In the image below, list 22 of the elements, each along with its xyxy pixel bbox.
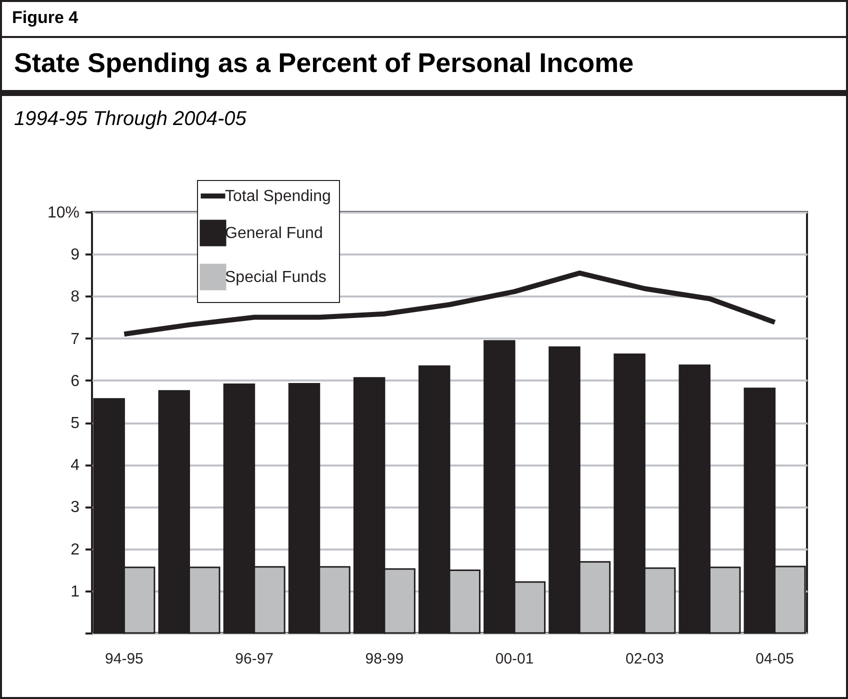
y-tick-label: 1 — [70, 583, 80, 600]
chart-title: State Spending as a Percent of Personal Income — [2, 36, 846, 96]
y-tick-label: 4 — [70, 457, 80, 474]
chart-subtitle: 1994-95 Through 2004-05 — [14, 108, 246, 131]
y-tick-label: 9 — [70, 246, 80, 264]
y-tick-label: 5 — [70, 415, 80, 432]
legend-label: Total Spending — [225, 188, 331, 205]
caption: Figure 4 — [12, 8, 78, 28]
y-tick-label: 8 — [70, 288, 80, 306]
y-tick-label: 2 — [70, 541, 80, 558]
x-tick-label: 94-95 — [105, 650, 144, 668]
x-tick-label: 02-03 — [625, 650, 664, 668]
y-tick-label: 3 — [70, 499, 80, 516]
x-tick-label: 98-99 — [365, 650, 404, 668]
legend-label: Special Funds — [225, 269, 326, 286]
x-tick-label: 04-05 — [756, 650, 794, 668]
y-tick-label: 7 — [70, 330, 80, 348]
y-tick-label: 6 — [70, 372, 80, 390]
x-tick-label: 00-01 — [495, 650, 534, 668]
y-tick-label: 10% — [47, 204, 80, 222]
legend-label: General Fund — [225, 225, 323, 242]
x-tick-label: 96-97 — [235, 650, 274, 668]
